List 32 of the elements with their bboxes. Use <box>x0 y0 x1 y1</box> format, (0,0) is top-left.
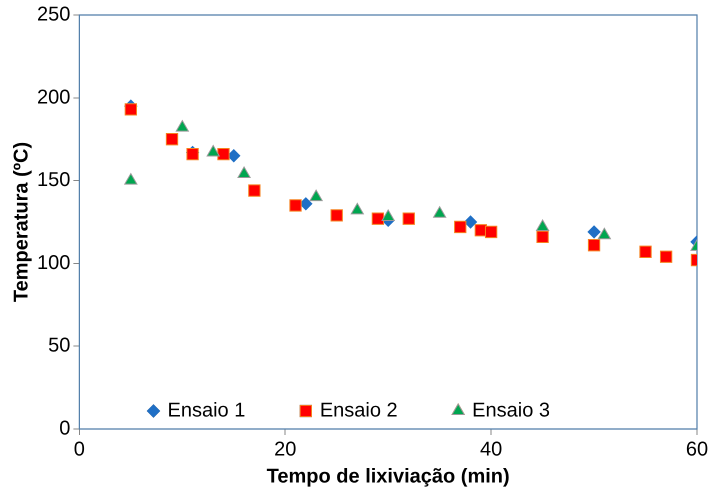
legend-label: Ensaio 2 <box>320 400 398 422</box>
point <box>454 220 466 234</box>
x-tick-label: 20 <box>274 438 296 461</box>
y-tick-label: 50 <box>48 334 70 357</box>
y-tick-label: 100 <box>36 252 70 274</box>
legend-label: Ensaio 1 <box>167 400 246 422</box>
y-tick-label: 0 <box>59 418 70 440</box>
y-tick-label: 150 <box>36 169 70 192</box>
x-axis-title: Tempo de lixiviação (min) <box>266 466 510 488</box>
x-tick-label: 40 <box>480 438 502 461</box>
point <box>639 246 652 258</box>
point <box>536 230 549 244</box>
point <box>464 216 478 228</box>
point <box>248 184 261 197</box>
point <box>289 199 302 212</box>
point <box>382 210 395 222</box>
x-tick-label: 0 <box>74 438 85 461</box>
x-tick-label: 60 <box>686 438 708 461</box>
y-axis-title: Temperatura (ºC) <box>10 142 33 302</box>
legend-label: Ensaio 3 <box>472 400 550 422</box>
point <box>588 239 600 252</box>
point <box>330 209 343 222</box>
point <box>660 250 672 263</box>
y-tick-label: 200 <box>36 86 70 108</box>
point <box>372 212 384 225</box>
point <box>484 226 498 238</box>
point <box>166 133 178 146</box>
point <box>588 225 601 238</box>
point <box>402 212 415 225</box>
y-tick-label: 250 <box>36 4 70 26</box>
point <box>124 103 137 116</box>
point <box>217 148 230 160</box>
